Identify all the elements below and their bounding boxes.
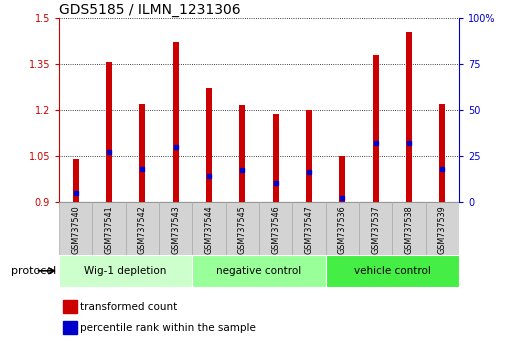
Bar — [140, 104, 145, 202]
Bar — [106, 62, 112, 202]
Bar — [326, 202, 359, 255]
Bar — [63, 300, 77, 313]
Bar — [406, 32, 412, 202]
Bar — [73, 159, 78, 202]
Bar — [292, 202, 326, 255]
Text: GSM737536: GSM737536 — [338, 205, 347, 254]
Text: GSM737547: GSM737547 — [305, 205, 313, 254]
Bar — [273, 114, 279, 202]
Text: percentile rank within the sample: percentile rank within the sample — [80, 323, 255, 333]
Text: GSM737546: GSM737546 — [271, 205, 280, 254]
Bar — [259, 202, 292, 255]
Text: protocol: protocol — [11, 266, 56, 276]
Text: GSM737544: GSM737544 — [205, 205, 213, 254]
Bar — [306, 110, 312, 202]
Text: GSM737537: GSM737537 — [371, 205, 380, 254]
Bar — [440, 104, 445, 202]
Bar — [126, 202, 159, 255]
Bar — [59, 255, 192, 287]
Bar — [192, 202, 226, 255]
Bar — [359, 202, 392, 255]
Bar — [206, 88, 212, 202]
Bar — [426, 202, 459, 255]
Text: negative control: negative control — [216, 266, 302, 276]
Bar — [92, 202, 126, 255]
Bar — [373, 55, 379, 202]
Text: GSM737543: GSM737543 — [171, 205, 180, 254]
Text: Wig-1 depletion: Wig-1 depletion — [85, 266, 167, 276]
Bar — [59, 202, 92, 255]
Bar — [63, 321, 77, 334]
Text: GSM737538: GSM737538 — [405, 205, 413, 254]
Text: GSM737539: GSM737539 — [438, 205, 447, 254]
Text: GSM737541: GSM737541 — [105, 205, 113, 254]
Text: GSM737542: GSM737542 — [138, 205, 147, 254]
Bar — [392, 202, 426, 255]
Bar — [159, 202, 192, 255]
Text: vehicle control: vehicle control — [354, 266, 431, 276]
Bar — [192, 255, 326, 287]
Bar — [326, 255, 459, 287]
Text: GSM737540: GSM737540 — [71, 205, 80, 254]
Text: GDS5185 / ILMN_1231306: GDS5185 / ILMN_1231306 — [59, 3, 241, 17]
Bar — [340, 156, 345, 202]
Bar — [173, 42, 179, 202]
Text: GSM737545: GSM737545 — [238, 205, 247, 254]
Text: transformed count: transformed count — [80, 302, 177, 312]
Bar — [226, 202, 259, 255]
Bar — [240, 105, 245, 202]
